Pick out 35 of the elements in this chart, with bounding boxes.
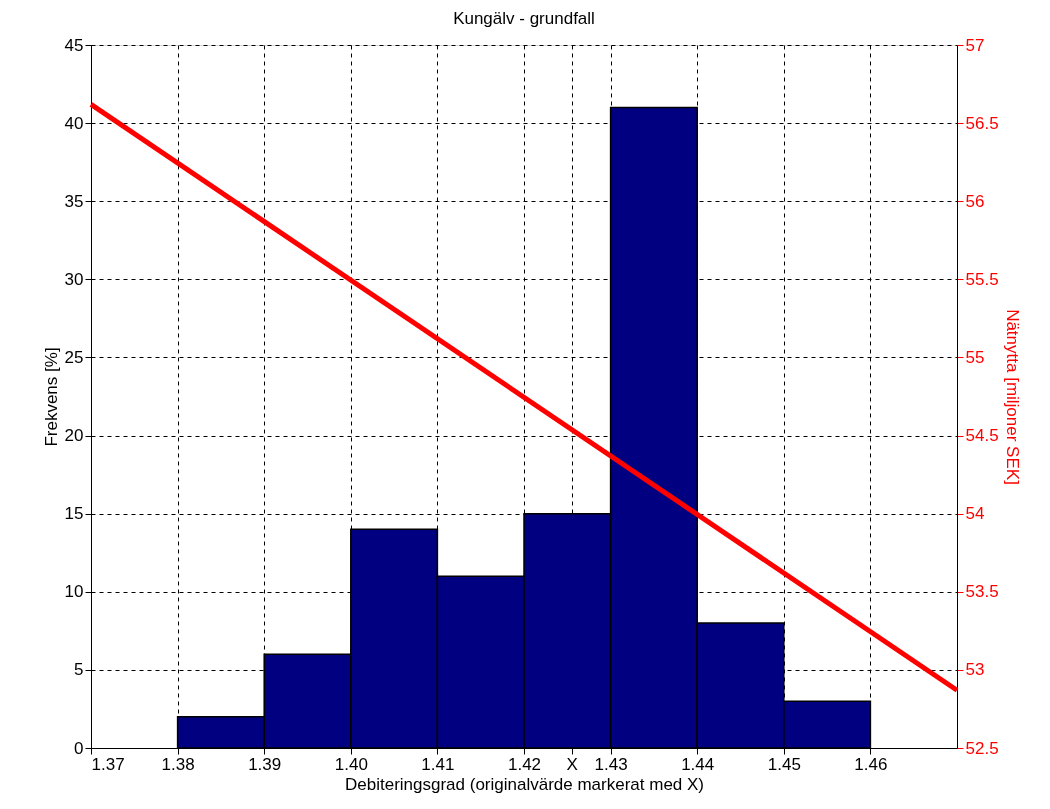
y2-tick-label: 53.5	[965, 582, 999, 602]
y-tick-label: 35	[64, 191, 84, 211]
y-tick-label: 0	[74, 738, 84, 758]
x-tick-label: 1.46	[854, 754, 888, 774]
y-axis-title: Frekvens [%]	[41, 347, 61, 447]
y-tick-label: 45	[64, 35, 84, 55]
y2-tick-label: 56.5	[965, 113, 999, 133]
x-tick-label: X	[566, 754, 578, 774]
x-tick-label: 1.43	[594, 754, 628, 774]
y2-tick-label: 56	[965, 191, 985, 211]
x-tick-label: 1.37	[91, 754, 125, 774]
y-tick-label: 20	[64, 426, 84, 446]
y-tick-label: 5	[74, 660, 84, 680]
y2-tick-label: 54	[965, 504, 985, 524]
x-tick-label: 1.45	[767, 754, 801, 774]
y2-tick-label: 53	[965, 660, 985, 680]
y-tick-label: 30	[64, 269, 84, 289]
y-tick-label: 10	[64, 582, 84, 602]
y-tick-label: 15	[64, 504, 84, 524]
y2-axis-title: Nätnytta [miljoner SEK]	[1002, 309, 1022, 485]
x-axis-title: Debiteringsgrad (originalvärde markerat med X)	[344, 774, 705, 794]
y2-tick-label: 55.5	[965, 269, 999, 289]
y2-tick-label: 55	[965, 347, 985, 367]
x-tick-label: 1.41	[421, 754, 455, 774]
chart-title: Kungälv - grundfall	[453, 9, 595, 28]
y-tick-label: 40	[64, 113, 84, 133]
x-tick-label: 1.42	[507, 754, 542, 774]
y2-tick-label: 57	[965, 35, 985, 55]
x-tick-label: 1.40	[334, 754, 368, 774]
y2-tick-label: 54.5	[965, 426, 999, 446]
x-tick-label: 1.44	[681, 754, 715, 774]
x-tick-label: 1.39	[248, 754, 282, 774]
y2-tick-label: 52.5	[965, 738, 999, 758]
x-tick-label: 1.38	[161, 754, 195, 774]
y-tick-label: 25	[64, 347, 84, 367]
